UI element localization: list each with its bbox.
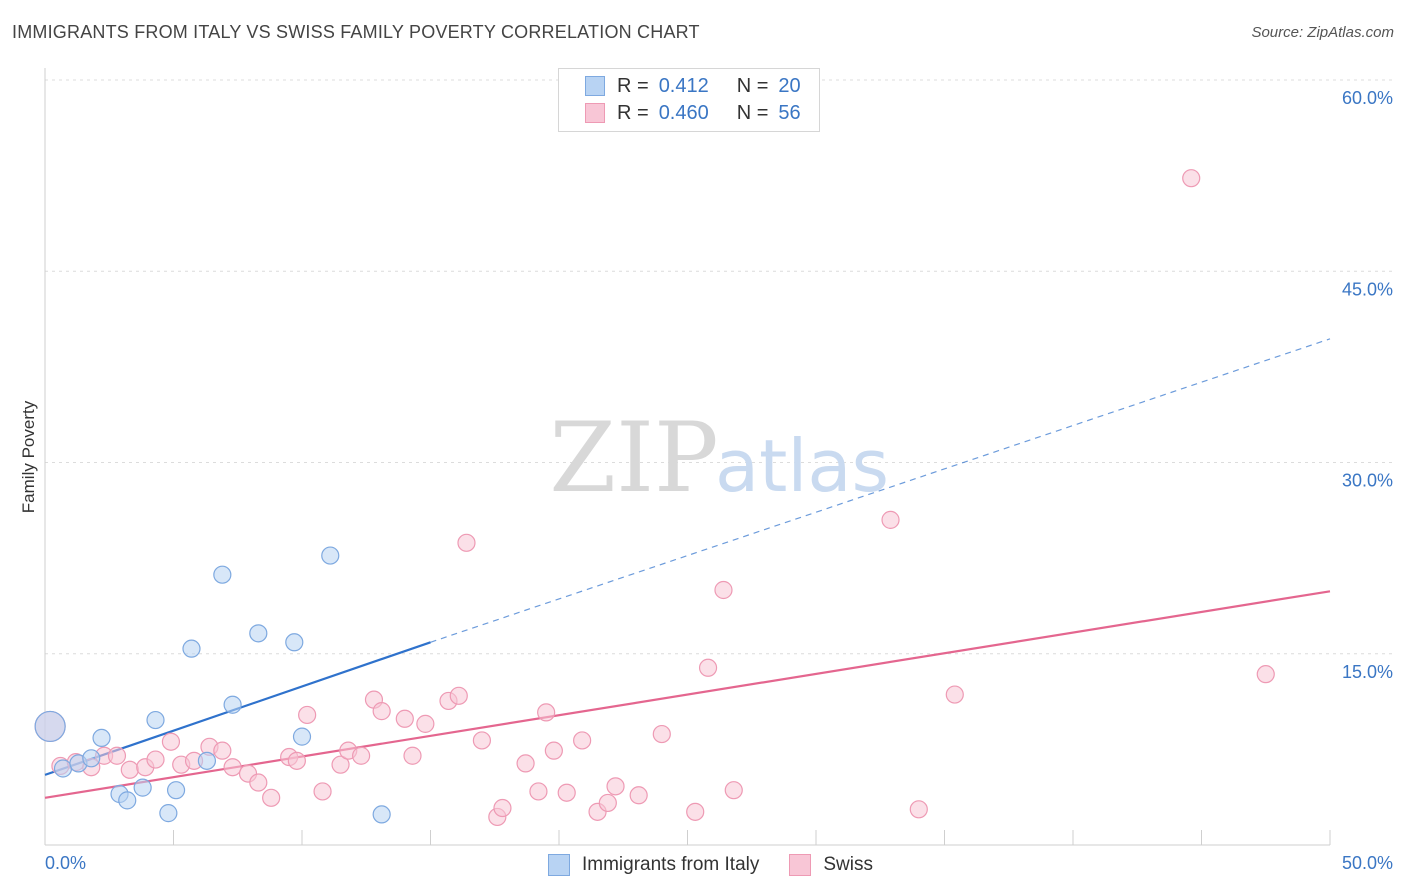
swiss-point bbox=[573, 731, 592, 750]
swiss-point bbox=[652, 724, 671, 744]
y-tick-label: 30.0% bbox=[1342, 471, 1393, 491]
swiss-point bbox=[724, 781, 743, 800]
watermark-zip: ZIP bbox=[549, 402, 718, 514]
swiss-point bbox=[213, 741, 232, 760]
swiss-point bbox=[120, 760, 139, 779]
n-label: N = bbox=[736, 101, 769, 124]
italy-point bbox=[182, 639, 201, 658]
swiss-point bbox=[529, 782, 548, 801]
swiss-point bbox=[714, 580, 733, 600]
italy-point bbox=[92, 728, 111, 748]
italy-point bbox=[146, 710, 165, 730]
swiss-point bbox=[686, 802, 705, 821]
swiss-point bbox=[298, 705, 317, 725]
swiss-point bbox=[262, 788, 281, 807]
swiss-point bbox=[557, 783, 576, 802]
watermark-atlas: atlas bbox=[715, 424, 889, 508]
italy-trend-extension bbox=[430, 338, 1331, 643]
italy-point bbox=[34, 710, 66, 743]
data-points bbox=[34, 169, 1275, 827]
swiss-point bbox=[352, 746, 371, 765]
italy-n-value: 20 bbox=[778, 74, 801, 97]
swiss-point bbox=[287, 751, 306, 770]
swiss-point bbox=[223, 758, 242, 777]
swiss-point bbox=[416, 714, 435, 733]
swiss-point bbox=[598, 793, 617, 813]
swiss-r-value: 0.460 bbox=[658, 101, 709, 124]
legend-row-italy: R = 0.412 N = 20 bbox=[585, 73, 801, 99]
swiss-point bbox=[146, 750, 165, 769]
swiss-point bbox=[449, 686, 468, 705]
correlation-legend: R = 0.412 N = 20 R = 0.460 N = 56 bbox=[558, 68, 820, 132]
legend-item-swiss: Swiss bbox=[789, 854, 873, 876]
italy-point bbox=[321, 546, 340, 565]
swiss-point bbox=[331, 755, 350, 774]
swiss-swatch bbox=[789, 854, 812, 876]
swiss-point bbox=[107, 746, 127, 765]
swiss-point bbox=[516, 754, 535, 773]
italy-point bbox=[213, 565, 232, 584]
swiss-point bbox=[909, 800, 928, 819]
y-axis-label: Family Poverty bbox=[19, 400, 38, 513]
legend-label-italy: Immigrants from Italy bbox=[582, 854, 760, 875]
legend-row-swiss: R = 0.460 N = 56 bbox=[585, 100, 801, 126]
swiss-point bbox=[881, 510, 900, 529]
italy-point bbox=[159, 804, 178, 823]
italy-point bbox=[166, 781, 186, 800]
italy-point bbox=[285, 633, 304, 652]
italy-swatch bbox=[585, 76, 605, 96]
italy-point bbox=[133, 778, 152, 797]
italy-point bbox=[118, 791, 137, 810]
swiss-point bbox=[606, 777, 625, 796]
legend-label-swiss: Swiss bbox=[823, 854, 873, 875]
swiss-trend-line bbox=[44, 590, 1331, 799]
swiss-point bbox=[403, 746, 422, 765]
swiss-point bbox=[472, 731, 491, 750]
italy-point bbox=[292, 727, 312, 746]
swiss-point bbox=[457, 533, 476, 552]
swiss-point bbox=[1256, 665, 1275, 684]
x-tick-label: 50.0% bbox=[1342, 853, 1393, 873]
source-credit: Source: ZipAtlas.com bbox=[1251, 24, 1394, 41]
n-label: N = bbox=[736, 74, 769, 97]
watermark: ZIP atlas bbox=[549, 402, 889, 514]
italy-swatch bbox=[548, 854, 570, 876]
italy-point bbox=[223, 695, 242, 714]
italy-point bbox=[53, 759, 73, 778]
swiss-point bbox=[698, 658, 718, 677]
italy-point bbox=[82, 749, 101, 768]
italy-r-value: 0.412 bbox=[658, 74, 709, 97]
swiss-point bbox=[1182, 169, 1201, 188]
swiss-point bbox=[313, 782, 332, 801]
x-tick-label: 0.0% bbox=[45, 853, 86, 873]
italy-point bbox=[249, 624, 268, 643]
swiss-point bbox=[395, 709, 414, 728]
swiss-point bbox=[544, 741, 563, 760]
swiss-point bbox=[249, 773, 268, 792]
swiss-point bbox=[493, 798, 512, 818]
swiss-point bbox=[372, 702, 391, 721]
chart-title: IMMIGRANTS FROM ITALY VS SWISS FAMILY PO… bbox=[12, 22, 700, 42]
swiss-swatch bbox=[585, 103, 605, 123]
y-tick-label: 15.0% bbox=[1342, 662, 1393, 682]
gridlines bbox=[45, 79, 1393, 655]
tick-labels: 15.0% 30.0% 45.0% 60.0% 0.0% 50.0% bbox=[45, 88, 1393, 873]
swiss-point bbox=[629, 786, 648, 805]
italy-point bbox=[197, 751, 217, 770]
legend-item-italy: Immigrants from Italy bbox=[548, 854, 759, 876]
r-label: R = bbox=[617, 101, 649, 124]
italy-point bbox=[372, 805, 391, 824]
r-label: R = bbox=[617, 74, 649, 97]
swiss-point bbox=[161, 732, 181, 751]
series-legend: Immigrants from Italy Swiss bbox=[548, 851, 903, 879]
y-tick-label: 45.0% bbox=[1342, 279, 1393, 299]
swiss-point bbox=[537, 703, 556, 722]
y-tick-label: 60.0% bbox=[1342, 88, 1393, 108]
swiss-n-value: 56 bbox=[778, 101, 801, 124]
swiss-point bbox=[945, 685, 964, 704]
